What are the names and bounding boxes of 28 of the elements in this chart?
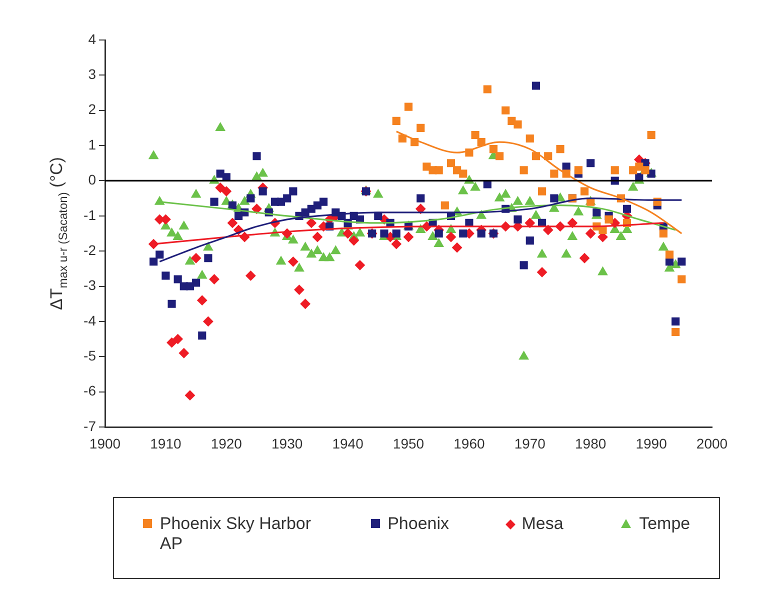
x-tick-label: 1960 xyxy=(454,435,485,452)
legend-label: Mesa xyxy=(522,514,564,534)
y-tick-label: -7 xyxy=(84,418,96,434)
y-tick-label: -5 xyxy=(84,347,96,364)
y-axis-title: ΔTmax u-r (Sacaton) (°C) xyxy=(47,157,70,310)
y-tick-label: 1 xyxy=(88,136,96,152)
x-tick-label: 1910 xyxy=(150,435,182,452)
y-tick-label: -4 xyxy=(84,312,96,328)
legend-label: Phoenix xyxy=(388,514,450,534)
y-tick-label: 0 xyxy=(88,172,96,188)
x-tick-label: 1920 xyxy=(210,435,242,452)
x-tick-label: 1970 xyxy=(514,435,546,452)
y-tick-label: -2 xyxy=(84,242,96,258)
y-tick-label: -1 xyxy=(84,206,96,223)
y-tick-label: 2 xyxy=(88,101,96,118)
x-tick-label: 1950 xyxy=(392,435,424,452)
y-tick-label: 3 xyxy=(88,66,96,82)
legend-label: Tempe xyxy=(639,514,690,534)
legend-label: Phoenix Sky Harbor AP xyxy=(160,514,312,554)
x-tick-label: 1990 xyxy=(636,435,668,452)
x-tick-label: 1940 xyxy=(332,435,364,452)
x-tick-label: 1930 xyxy=(272,435,303,452)
y-tick-label: -6 xyxy=(84,382,96,399)
x-tick-label: 2000 xyxy=(696,435,728,452)
y-tick-label: 4 xyxy=(88,30,96,47)
y-tick-label: -3 xyxy=(84,277,96,294)
x-tick-label: 1900 xyxy=(89,435,121,452)
x-tick-label: 1980 xyxy=(575,435,606,452)
